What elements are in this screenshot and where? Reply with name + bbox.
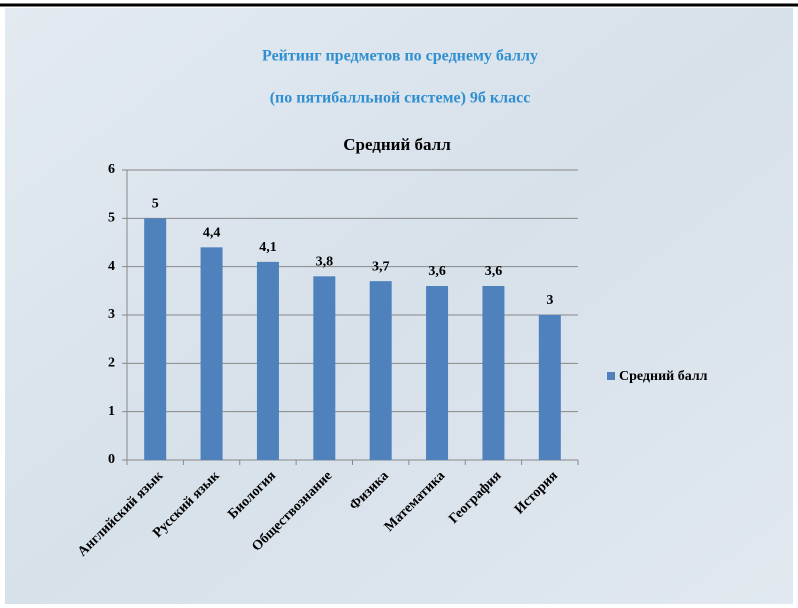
- data-label: 4,1: [259, 240, 277, 255]
- data-label: 3,8: [316, 255, 334, 270]
- data-label: 3: [546, 293, 553, 308]
- y-tick-label: 2: [108, 356, 115, 371]
- data-label: 3,6: [485, 264, 503, 279]
- data-label: 3,7: [372, 259, 390, 274]
- bar: [538, 315, 561, 460]
- legend-swatch: [607, 372, 615, 380]
- y-tick-label: 5: [108, 211, 115, 226]
- subtitle: (по пятибалльной системе) 9б класс: [270, 90, 531, 107]
- chart-title: Средний балл: [343, 135, 451, 154]
- bar: [144, 218, 167, 460]
- bar: [426, 286, 449, 460]
- y-tick-label: 3: [108, 307, 115, 322]
- bar: [313, 276, 336, 460]
- bar: [200, 247, 223, 460]
- y-tick-label: 6: [108, 162, 115, 177]
- y-tick-label: 0: [108, 452, 115, 467]
- y-tick-label: 4: [108, 259, 115, 274]
- bar: [369, 281, 392, 460]
- slide-background: [5, 8, 793, 604]
- data-label: 4,4: [203, 226, 221, 241]
- data-label: 3,6: [428, 264, 446, 279]
- data-label: 5: [152, 197, 159, 212]
- bar: [482, 286, 505, 460]
- title: Рейтинг предметов по среднему баллу: [262, 48, 538, 65]
- bar: [256, 261, 279, 460]
- legend-label: Средний балл: [619, 369, 708, 384]
- y-tick-label: 1: [108, 404, 115, 419]
